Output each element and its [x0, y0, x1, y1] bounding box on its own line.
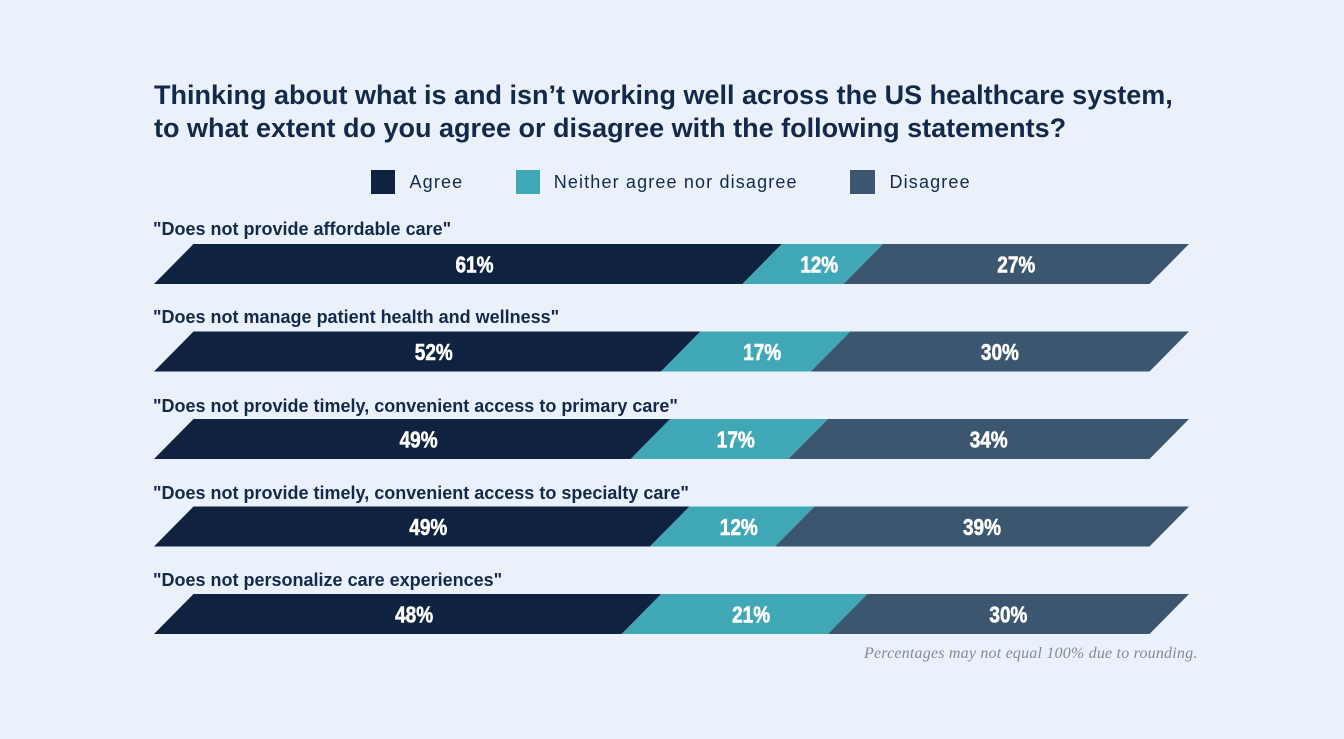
svg-text:17%: 17% — [743, 339, 781, 365]
svg-text:17%: 17% — [717, 427, 755, 453]
svg-text:12%: 12% — [720, 514, 758, 540]
svg-text:34%: 34% — [970, 427, 1008, 453]
svg-text:61%: 61% — [456, 252, 494, 278]
svg-text:27%: 27% — [997, 252, 1035, 278]
svg-text:49%: 49% — [409, 514, 447, 540]
svg-text:39%: 39% — [963, 514, 1001, 540]
svg-text:49%: 49% — [400, 427, 438, 453]
svg-text:30%: 30% — [989, 602, 1027, 628]
svg-text:48%: 48% — [395, 602, 433, 628]
svg-text:12%: 12% — [800, 252, 838, 278]
svg-text:21%: 21% — [732, 602, 770, 628]
svg-text:30%: 30% — [981, 339, 1019, 365]
svg-text:52%: 52% — [415, 339, 453, 365]
